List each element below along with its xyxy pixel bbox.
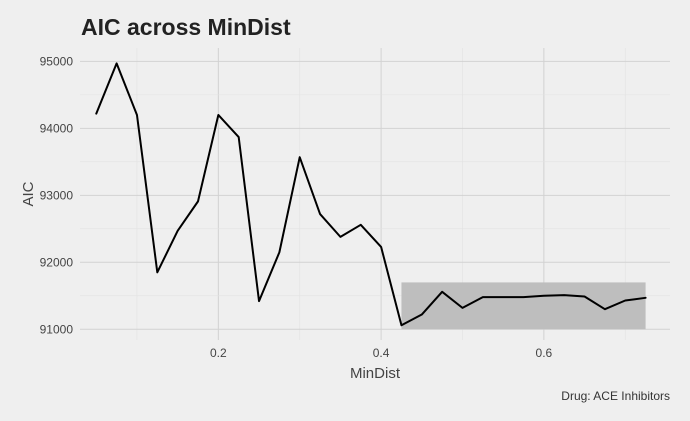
tick-labels: 0.2 0.4 0.6 91000 92000 93000 94000 95000 [40, 54, 553, 360]
highlight-region-layer [401, 282, 646, 330]
chart-title: AIC across MinDist [81, 14, 291, 40]
y-tick-label: 92000 [40, 255, 74, 269]
x-axis-title: MinDist [350, 365, 401, 382]
y-tick-label: 91000 [40, 322, 74, 336]
y-tick-label: 93000 [40, 188, 74, 202]
grid-lines [80, 48, 670, 340]
y-tick-label: 95000 [40, 54, 74, 68]
aic-series-line [95, 62, 647, 327]
y-axis-title: AIC [20, 181, 37, 206]
y-tick-label: 94000 [40, 121, 74, 135]
x-tick-label: 0.6 [536, 346, 553, 360]
x-tick-label: 0.2 [210, 346, 227, 360]
series-layer [95, 62, 647, 327]
chart-caption: Drug: ACE Inhibitors [561, 389, 670, 403]
x-tick-label: 0.4 [373, 346, 390, 360]
highlight-region [401, 282, 646, 330]
